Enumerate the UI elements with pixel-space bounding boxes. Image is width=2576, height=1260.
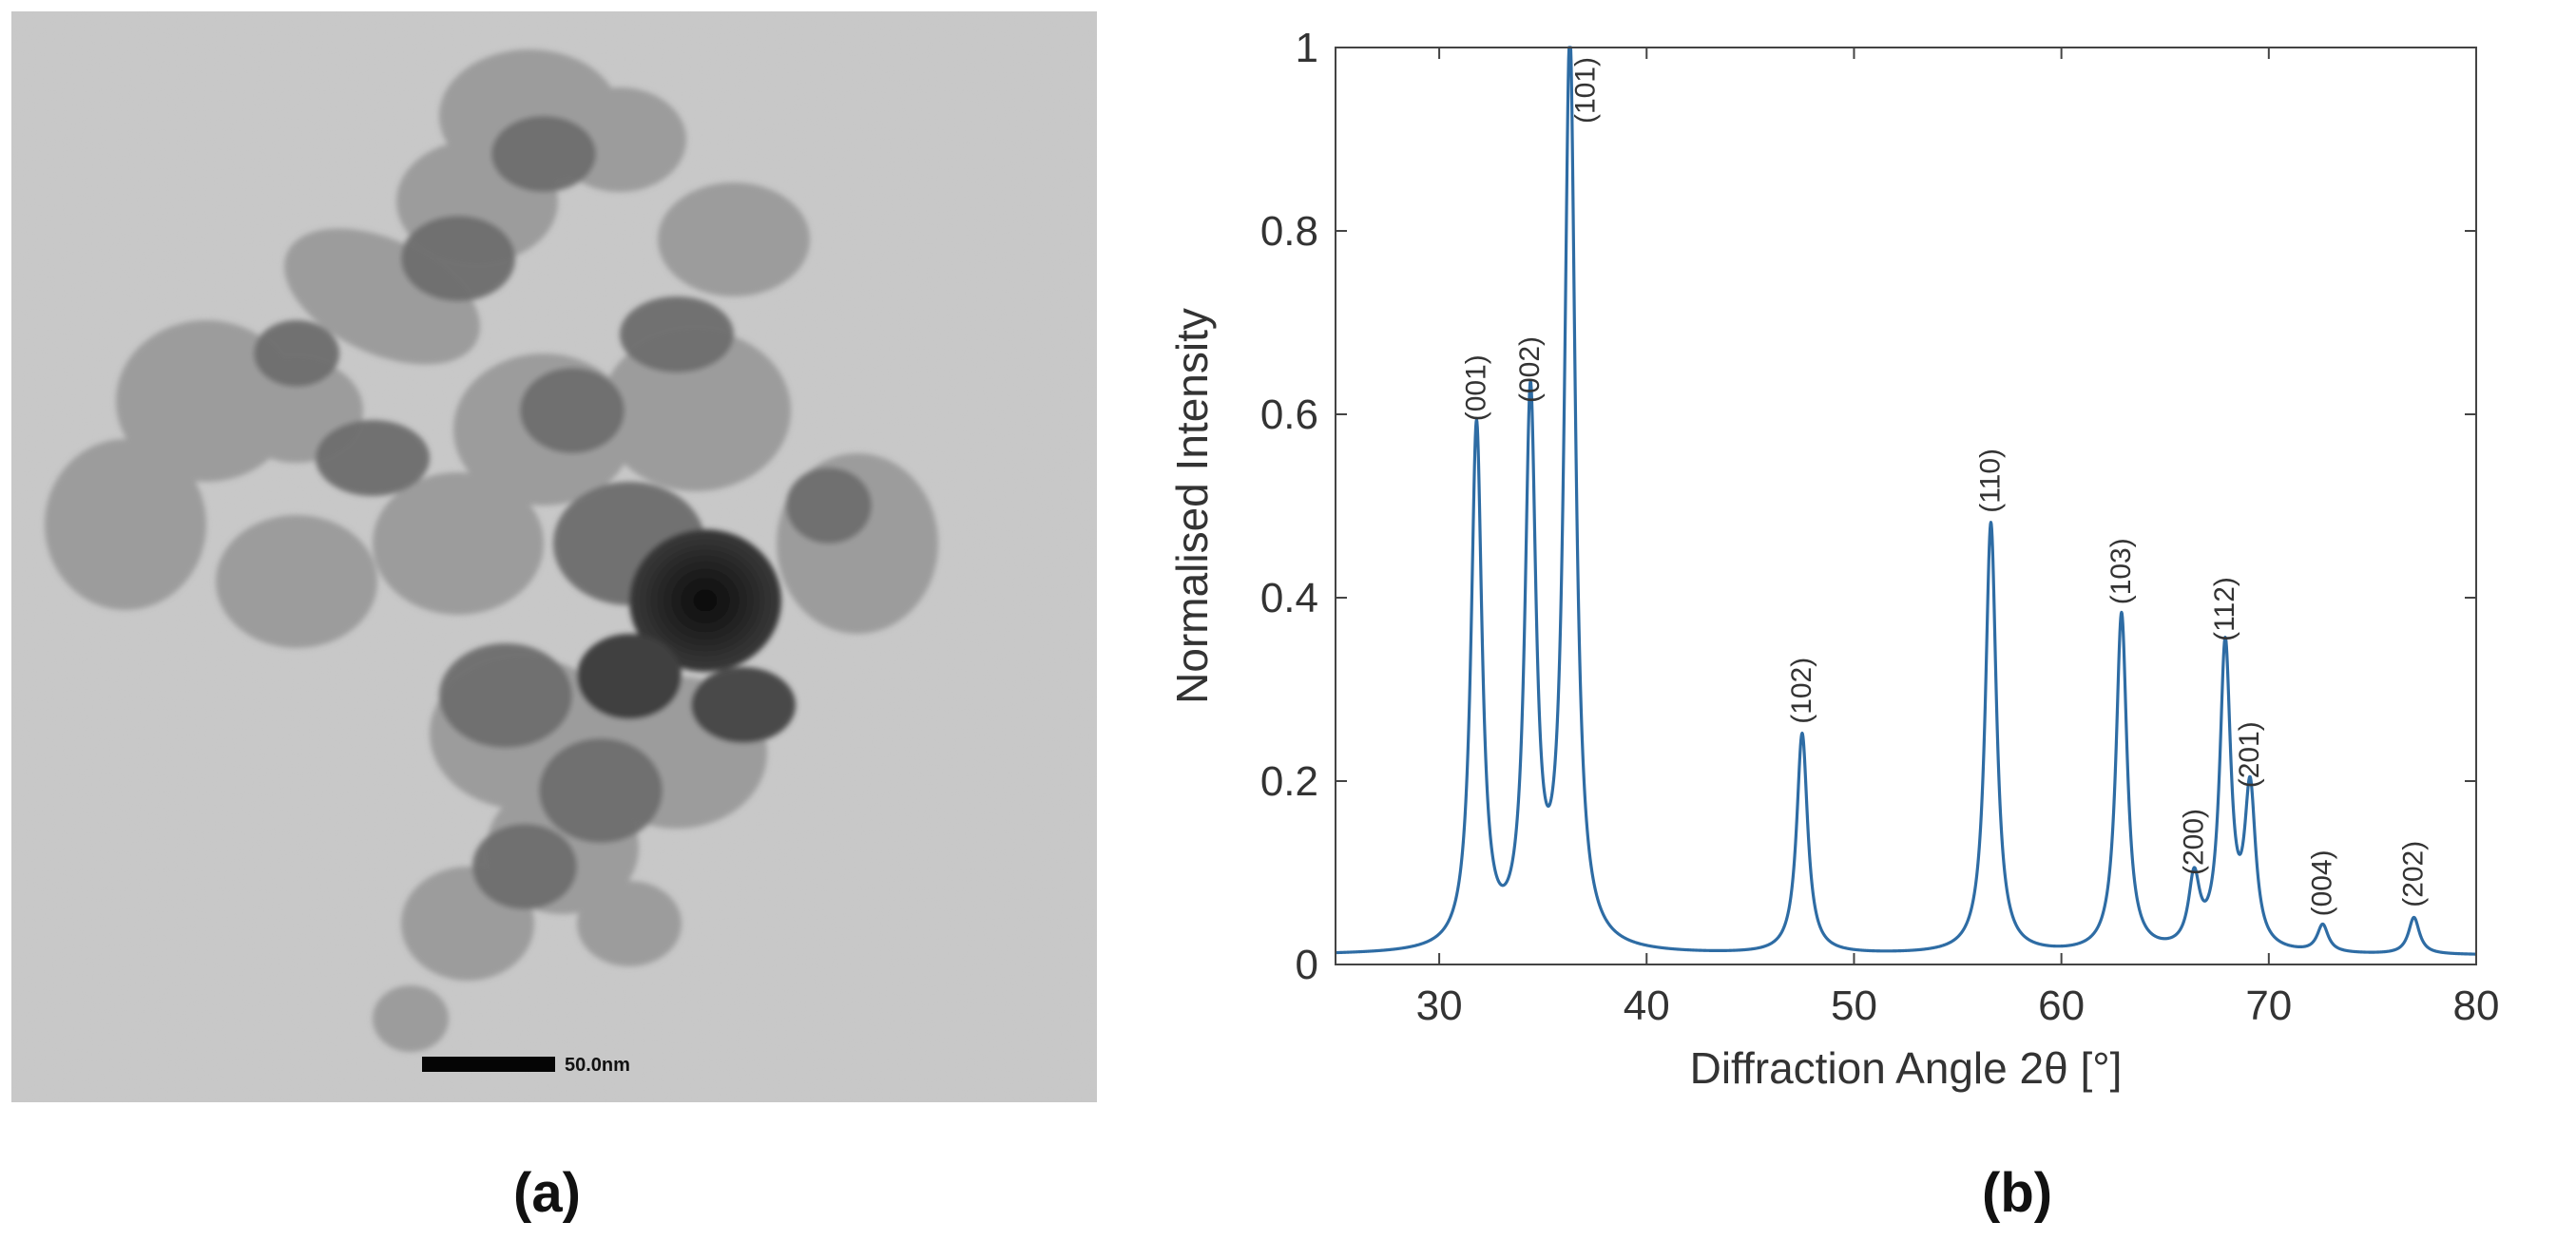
y-tick-label: 0.6	[1260, 391, 1318, 438]
panel-label-a: (a)	[513, 1162, 581, 1224]
scale-bar-label: 50.0nm	[565, 1055, 630, 1076]
peak-label: (201)	[2234, 721, 2265, 788]
x-tick-label: 80	[2453, 983, 2500, 1029]
y-tick-label: 0.8	[1260, 208, 1318, 255]
y-tick-label: 0	[1296, 942, 1318, 988]
peak-label: (200)	[2178, 809, 2209, 875]
x-axis-title: Diffraction Angle 2θ [°]	[1690, 1043, 2123, 1093]
y-tick-label: 0.4	[1260, 575, 1318, 621]
peak-label: (001)	[1460, 354, 1491, 421]
peak-label: (112)	[2209, 577, 2240, 641]
tem-micrograph: 50.0nm	[11, 11, 1097, 1102]
peak-label: (102)	[1786, 658, 1817, 724]
x-tick-label: 50	[1831, 983, 1877, 1029]
x-tick-label: 70	[2245, 983, 2292, 1029]
peak-label: (110)	[1975, 449, 2007, 513]
y-tick-label: 0.2	[1260, 758, 1318, 805]
x-tick-label: 40	[1624, 983, 1670, 1029]
y-tick-label: 1	[1296, 25, 1318, 71]
series-line	[1334, 46, 2478, 956]
peak-label: (004)	[2307, 850, 2338, 916]
peak-label: (103)	[2105, 538, 2137, 604]
x-tick-label: 30	[1416, 983, 1463, 1029]
panel-label-b: (b)	[1982, 1162, 2053, 1224]
peak-label: (002)	[1514, 336, 1546, 403]
peak-label: (202)	[2398, 841, 2430, 907]
y-axis-title: Normalised Intensity	[1167, 308, 1217, 704]
plot-frame	[1335, 47, 2477, 965]
scale-bar	[422, 1057, 555, 1072]
x-tick-label: 60	[2038, 983, 2085, 1029]
peak-label: (101)	[1570, 57, 1602, 124]
xrd-chart: Normalised Intensity Diffraction Angle 2…	[1167, 25, 2500, 1093]
